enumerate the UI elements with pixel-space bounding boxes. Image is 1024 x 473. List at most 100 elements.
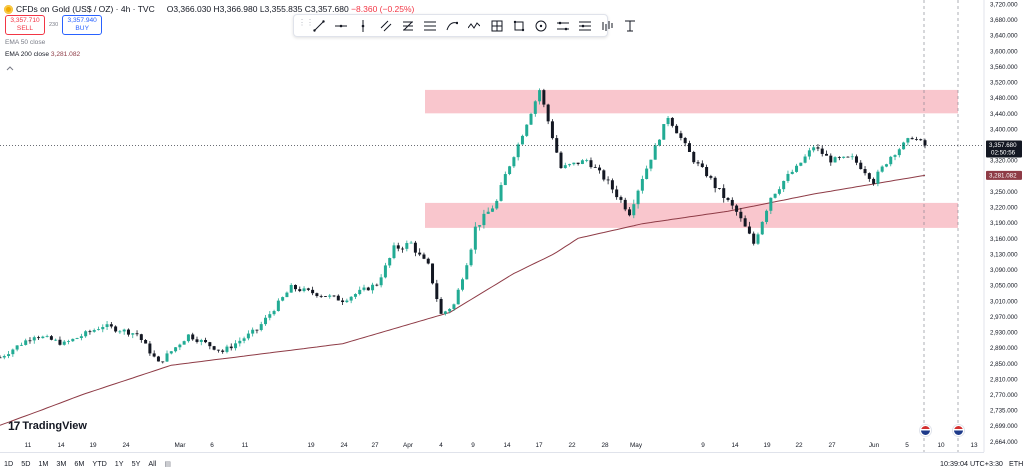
us-flag-event-icon[interactable] bbox=[920, 425, 931, 436]
candle[interactable] bbox=[268, 314, 272, 318]
candle[interactable] bbox=[525, 124, 529, 136]
candle[interactable] bbox=[49, 336, 53, 340]
candle[interactable] bbox=[529, 113, 533, 125]
candle[interactable] bbox=[191, 334, 195, 340]
candle[interactable] bbox=[696, 162, 700, 164]
candle[interactable] bbox=[910, 138, 914, 140]
anchored-vwap-icon[interactable] bbox=[621, 17, 639, 35]
vertical-line-icon[interactable] bbox=[354, 17, 372, 35]
candle[interactable] bbox=[216, 349, 220, 351]
timeframe-5y[interactable]: 5Y bbox=[131, 459, 141, 468]
candle[interactable] bbox=[735, 205, 739, 212]
candle[interactable] bbox=[679, 133, 683, 138]
candle[interactable] bbox=[362, 287, 366, 290]
candle[interactable] bbox=[675, 125, 679, 134]
candle[interactable] bbox=[443, 311, 447, 314]
price-range-icon[interactable] bbox=[576, 17, 594, 35]
candle[interactable] bbox=[713, 177, 717, 189]
candle[interactable] bbox=[854, 156, 858, 163]
candle[interactable] bbox=[559, 152, 563, 169]
candle[interactable] bbox=[234, 343, 238, 349]
candle[interactable] bbox=[212, 346, 216, 350]
candle[interactable] bbox=[242, 338, 246, 341]
candle[interactable] bbox=[126, 329, 130, 335]
candle[interactable] bbox=[717, 188, 721, 189]
circle-icon[interactable] bbox=[532, 17, 550, 35]
timeframe-1d[interactable]: 1D bbox=[4, 459, 14, 468]
sell-button[interactable]: 3,357.710 SELL bbox=[5, 15, 45, 35]
candle[interactable] bbox=[482, 213, 486, 226]
candle[interactable] bbox=[246, 333, 250, 339]
candle[interactable] bbox=[32, 337, 36, 341]
candle[interactable] bbox=[375, 284, 379, 286]
calendar-range-icon[interactable]: ▤ bbox=[164, 459, 172, 468]
candle[interactable] bbox=[662, 124, 666, 140]
pitchfork-icon[interactable] bbox=[399, 17, 417, 35]
candle[interactable] bbox=[906, 138, 910, 143]
candle[interactable] bbox=[538, 90, 542, 102]
candle[interactable] bbox=[383, 265, 387, 278]
candle[interactable] bbox=[880, 166, 884, 172]
candle[interactable] bbox=[773, 193, 777, 198]
candle[interactable] bbox=[816, 147, 820, 149]
candle[interactable] bbox=[799, 162, 803, 166]
drag-handle-icon[interactable]: ⋮⋮ bbox=[298, 18, 314, 27]
candle[interactable] bbox=[238, 340, 242, 344]
candle[interactable] bbox=[302, 288, 306, 292]
candle[interactable] bbox=[182, 341, 186, 345]
candle[interactable] bbox=[649, 159, 653, 169]
candle[interactable] bbox=[615, 189, 619, 198]
candle[interactable] bbox=[422, 254, 426, 259]
candle[interactable] bbox=[169, 351, 173, 354]
candle[interactable] bbox=[700, 163, 704, 168]
candle[interactable] bbox=[7, 354, 11, 357]
candle[interactable] bbox=[606, 179, 610, 181]
candle[interactable] bbox=[456, 289, 460, 305]
candle[interactable] bbox=[413, 242, 417, 253]
candle[interactable] bbox=[409, 242, 413, 244]
us-flag-event-icon[interactable] bbox=[953, 425, 964, 436]
ema200-price-tag[interactable] bbox=[986, 170, 1022, 180]
candle[interactable] bbox=[893, 155, 897, 157]
candle[interactable] bbox=[101, 327, 105, 330]
candle[interactable] bbox=[388, 258, 392, 266]
candle[interactable] bbox=[405, 243, 409, 249]
candle[interactable] bbox=[923, 140, 927, 146]
buy-button[interactable]: 3,357.940 BUY bbox=[62, 15, 103, 35]
candle[interactable] bbox=[199, 339, 203, 342]
fib-retracement-icon[interactable] bbox=[421, 17, 439, 35]
candle[interactable] bbox=[653, 145, 657, 160]
candle[interactable] bbox=[602, 170, 606, 180]
candle[interactable] bbox=[623, 199, 627, 210]
candle[interactable] bbox=[131, 333, 135, 335]
candle[interactable] bbox=[628, 209, 632, 216]
last-price-tag[interactable] bbox=[986, 140, 1022, 158]
candle[interactable] bbox=[692, 152, 696, 163]
candle[interactable] bbox=[645, 168, 649, 180]
candle[interactable] bbox=[156, 356, 160, 362]
chevron-up-icon[interactable] bbox=[6, 64, 14, 73]
candle[interactable] bbox=[186, 334, 190, 342]
candle[interactable] bbox=[392, 245, 396, 259]
timeframe-6m[interactable]: 6M bbox=[74, 459, 85, 468]
candle[interactable] bbox=[756, 234, 760, 244]
candle[interactable] bbox=[825, 153, 829, 156]
zone-support[interactable] bbox=[425, 202, 958, 228]
candle[interactable] bbox=[555, 138, 559, 153]
candle[interactable] bbox=[499, 185, 503, 201]
candle[interactable] bbox=[461, 279, 464, 290]
candle[interactable] bbox=[914, 139, 918, 140]
candle[interactable] bbox=[75, 338, 79, 339]
candle[interactable] bbox=[396, 245, 400, 249]
candle[interactable] bbox=[353, 294, 357, 297]
candle[interactable] bbox=[96, 329, 100, 331]
candle[interactable] bbox=[426, 258, 430, 264]
symbol-title[interactable]: CFDs on Gold (US$ / OZ) · 4h · TVC bbox=[16, 4, 155, 14]
candle[interactable] bbox=[666, 117, 670, 125]
candle[interactable] bbox=[516, 144, 520, 158]
parallel-channel-icon[interactable] bbox=[377, 17, 395, 35]
candle[interactable] bbox=[135, 333, 139, 335]
candle[interactable] bbox=[902, 142, 906, 150]
date-range-icon[interactable] bbox=[510, 17, 528, 35]
